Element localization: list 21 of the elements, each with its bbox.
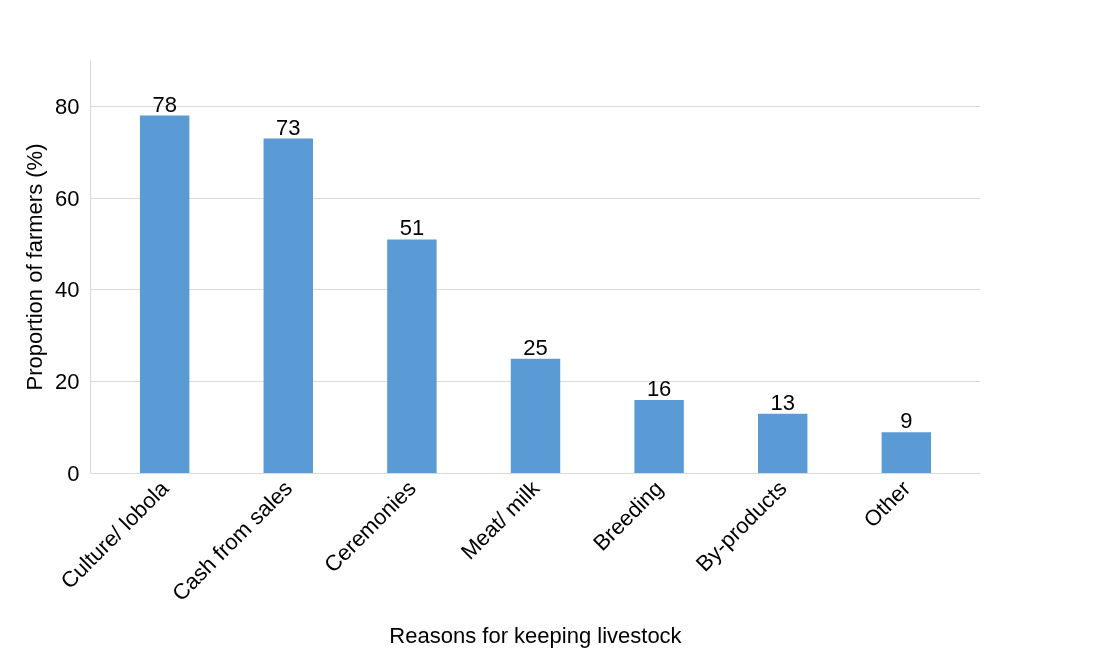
y-axis-title: Proportion of farmers (%) — [22, 143, 48, 391]
y-tick-label: 60 — [55, 185, 80, 211]
data-label: 9 — [900, 408, 913, 434]
bar — [758, 413, 808, 474]
data-label: 78 — [152, 91, 177, 117]
y-tick-label: 20 — [55, 369, 80, 395]
bar — [139, 115, 190, 474]
bar — [881, 432, 932, 474]
y-tick-label: 40 — [55, 277, 80, 303]
data-label: 16 — [646, 376, 672, 402]
bar — [387, 239, 437, 474]
x-axis-title: Reasons for keeping livestock — [389, 622, 683, 648]
bar — [263, 138, 313, 474]
y-tick-label: 0 — [67, 461, 80, 486]
data-label: 73 — [276, 114, 301, 140]
y-tick-label: 80 — [55, 93, 80, 119]
bar — [510, 358, 561, 474]
data-label: 51 — [399, 215, 425, 241]
bar — [634, 400, 684, 474]
data-label: 13 — [770, 389, 795, 415]
data-label: 25 — [523, 334, 548, 360]
